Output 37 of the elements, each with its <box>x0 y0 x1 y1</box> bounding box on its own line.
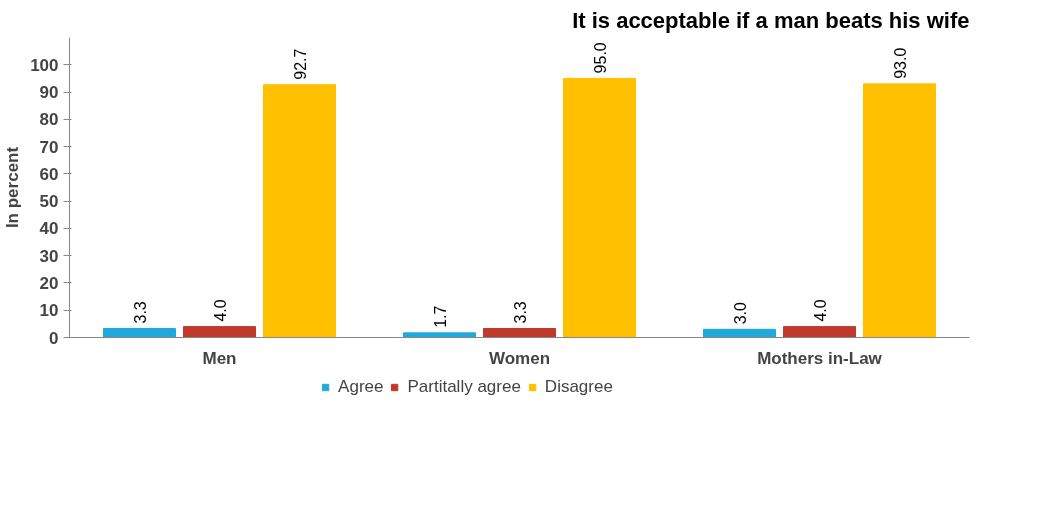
bar <box>103 328 176 338</box>
x-tick-label: Men <box>202 348 237 368</box>
y-tick-label: 80 <box>39 110 59 130</box>
y-tick-label: 30 <box>39 246 59 266</box>
y-tick-label: 20 <box>39 273 59 293</box>
data-label: 3.3 <box>131 301 149 324</box>
data-label: 92.7 <box>291 48 309 80</box>
bar <box>183 326 256 338</box>
y-tick-label: 50 <box>39 192 59 212</box>
data-label: 4.0 <box>811 299 829 322</box>
y-tick-label: 100 <box>30 55 59 75</box>
legend-label: Partitally agree <box>407 377 521 397</box>
x-tick-label: Women <box>488 348 551 368</box>
data-label: 3.3 <box>511 301 529 324</box>
y-tick-label: 60 <box>39 164 59 184</box>
bar <box>483 328 556 338</box>
bar <box>263 84 336 338</box>
chart-title: It is acceptable if a man beats his wife <box>572 7 970 33</box>
y-tick-label: 40 <box>39 219 59 239</box>
y-tick-label: 70 <box>39 137 59 157</box>
data-label: 4.0 <box>211 299 229 322</box>
bar <box>863 83 936 338</box>
y-tick-label: 90 <box>39 83 59 103</box>
bar <box>703 328 776 338</box>
y-tick-label: 0 <box>49 328 59 348</box>
bar <box>563 77 636 338</box>
legend-label: Agree <box>338 377 384 397</box>
y-tick-label: 10 <box>39 301 59 321</box>
y-axis-title: In percent <box>3 146 23 229</box>
data-label: 95.0 <box>591 42 609 74</box>
bar <box>783 326 856 338</box>
legend-label: Disagree <box>544 377 613 397</box>
bar <box>403 332 476 338</box>
x-tick-label: Mothers in-Law <box>757 348 883 368</box>
data-label: 3.0 <box>731 301 749 325</box>
data-label: 1.7 <box>431 305 449 328</box>
data-label: 93.0 <box>891 47 909 79</box>
